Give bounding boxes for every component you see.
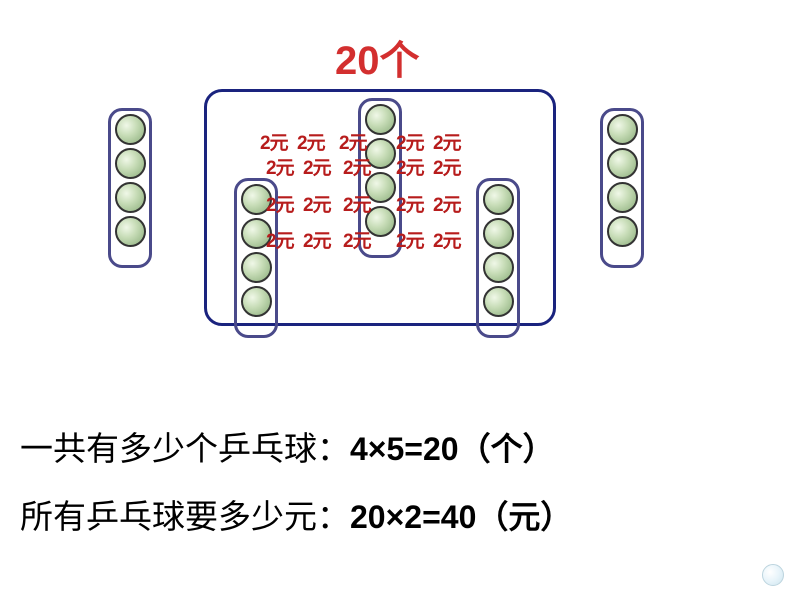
price-label: 2元 bbox=[396, 153, 424, 180]
pingpong-ball bbox=[115, 216, 146, 247]
pingpong-ball bbox=[483, 218, 514, 249]
pingpong-ball bbox=[115, 182, 146, 213]
price-label: 2元 bbox=[303, 153, 331, 180]
price-label: 2元 bbox=[343, 190, 371, 217]
price-label: 2元 bbox=[396, 190, 424, 217]
price-label: 2元 bbox=[303, 226, 331, 253]
price-label: 2元 bbox=[260, 128, 288, 155]
q1-answer: 4×5=20（个） bbox=[350, 424, 555, 470]
pingpong-ball bbox=[607, 216, 638, 247]
pingpong-ball bbox=[607, 114, 638, 145]
q2-label: 所有乒乓球要多少元： bbox=[20, 490, 350, 538]
price-label: 2元 bbox=[297, 128, 325, 155]
price-label: 2元 bbox=[303, 190, 331, 217]
price-label: 2元 bbox=[396, 226, 424, 253]
q2-answer: 20×2=40（元） bbox=[350, 492, 572, 538]
price-label: 2元 bbox=[343, 226, 371, 253]
pingpong-ball bbox=[607, 148, 638, 179]
corner-decoration bbox=[762, 564, 784, 586]
pingpong-ball bbox=[483, 252, 514, 283]
price-label: 2元 bbox=[266, 226, 294, 253]
pingpong-ball bbox=[365, 104, 396, 135]
price-label: 2元 bbox=[266, 153, 294, 180]
pingpong-ball bbox=[483, 184, 514, 215]
price-label: 2元 bbox=[433, 128, 461, 155]
price-label: 2元 bbox=[266, 190, 294, 217]
price-label: 2元 bbox=[433, 190, 461, 217]
pingpong-ball bbox=[483, 286, 514, 317]
title-label: 20个 bbox=[335, 28, 420, 86]
price-label: 2元 bbox=[433, 153, 461, 180]
pingpong-ball bbox=[241, 286, 272, 317]
pingpong-ball bbox=[241, 252, 272, 283]
pingpong-ball bbox=[115, 148, 146, 179]
price-label: 2元 bbox=[396, 128, 424, 155]
q1-label: 一共有多少个乒乓球： bbox=[20, 422, 350, 470]
pingpong-ball bbox=[115, 114, 146, 145]
price-label: 2元 bbox=[339, 128, 367, 155]
price-label: 2元 bbox=[343, 153, 371, 180]
price-label: 2元 bbox=[433, 226, 461, 253]
pingpong-ball bbox=[607, 182, 638, 213]
